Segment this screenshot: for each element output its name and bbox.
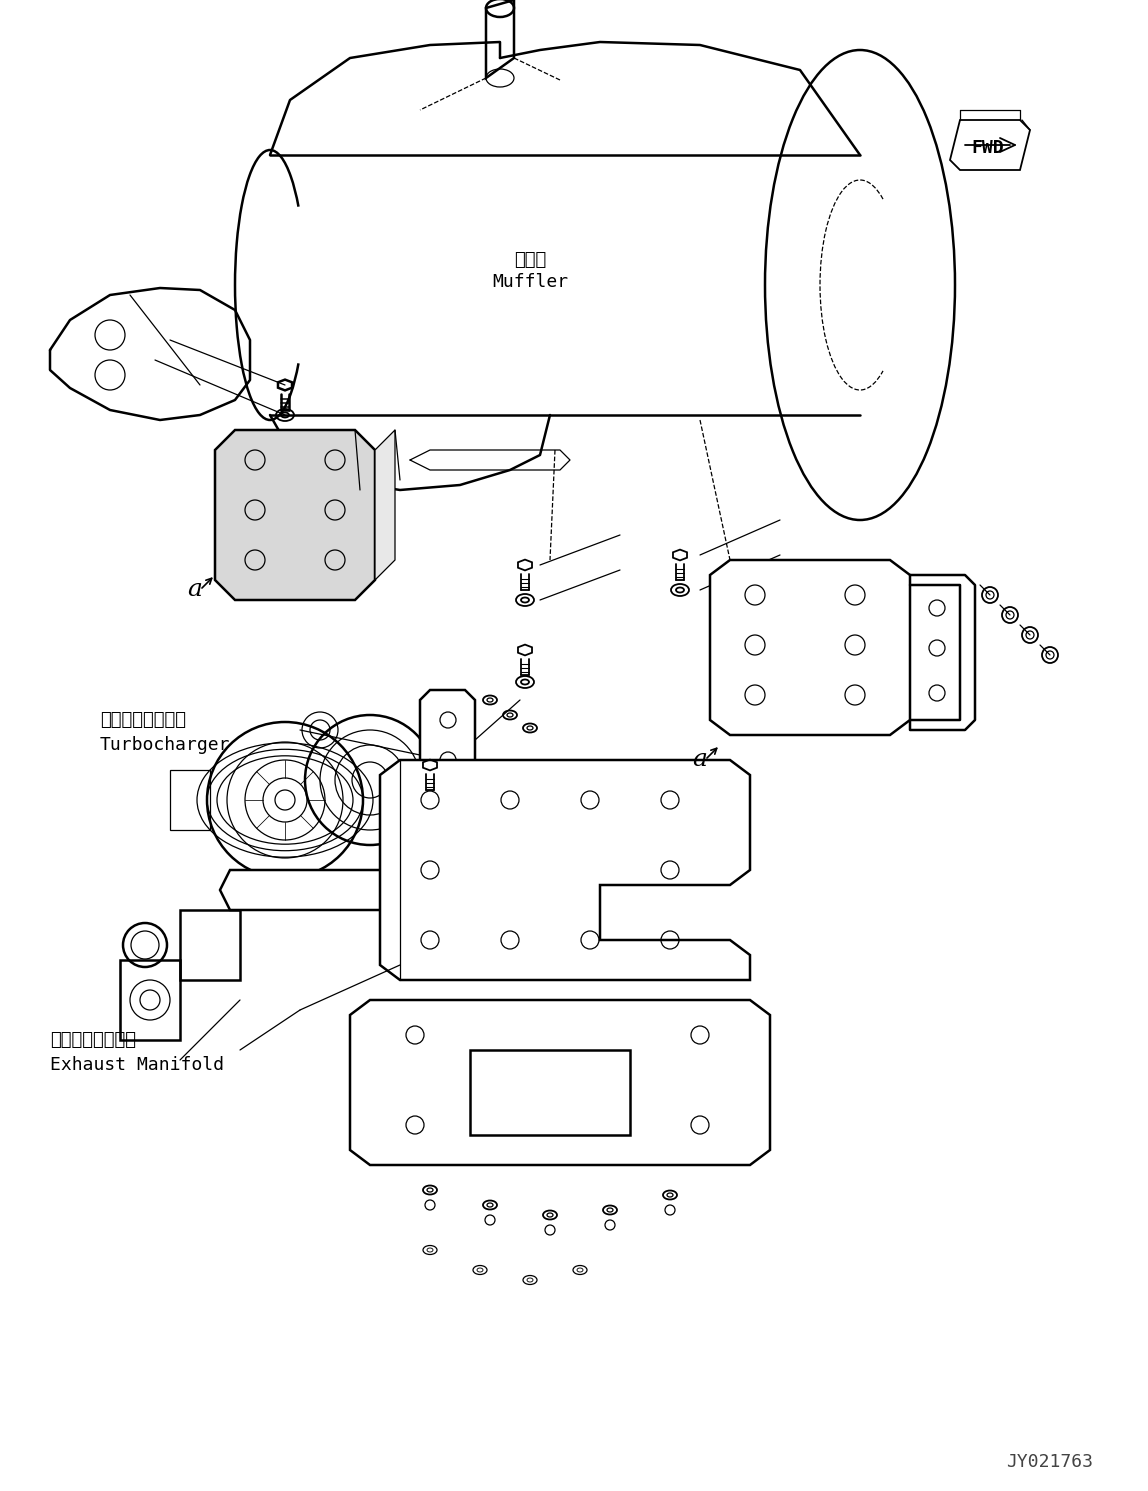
Text: マフラ: マフラ <box>514 250 546 268</box>
Polygon shape <box>380 760 750 980</box>
Bar <box>470 1050 630 1135</box>
Text: JY021763: JY021763 <box>1007 1454 1094 1472</box>
Text: 排気マニホールド: 排気マニホールド <box>51 1030 135 1050</box>
Polygon shape <box>709 561 910 735</box>
Polygon shape <box>350 1000 770 1164</box>
Text: Exhaust Manifold: Exhaust Manifold <box>51 1056 224 1074</box>
Polygon shape <box>220 871 450 910</box>
Text: ターボチャージャ: ターボチャージャ <box>100 711 186 729</box>
Polygon shape <box>420 690 475 801</box>
Text: Turbocharger: Turbocharger <box>100 737 231 754</box>
Polygon shape <box>486 0 514 78</box>
Text: FWD: FWD <box>971 139 1004 157</box>
Polygon shape <box>375 429 395 580</box>
Text: a: a <box>187 579 202 601</box>
Text: a: a <box>692 748 707 771</box>
Polygon shape <box>215 429 375 599</box>
Text: Muffler: Muffler <box>492 273 568 291</box>
